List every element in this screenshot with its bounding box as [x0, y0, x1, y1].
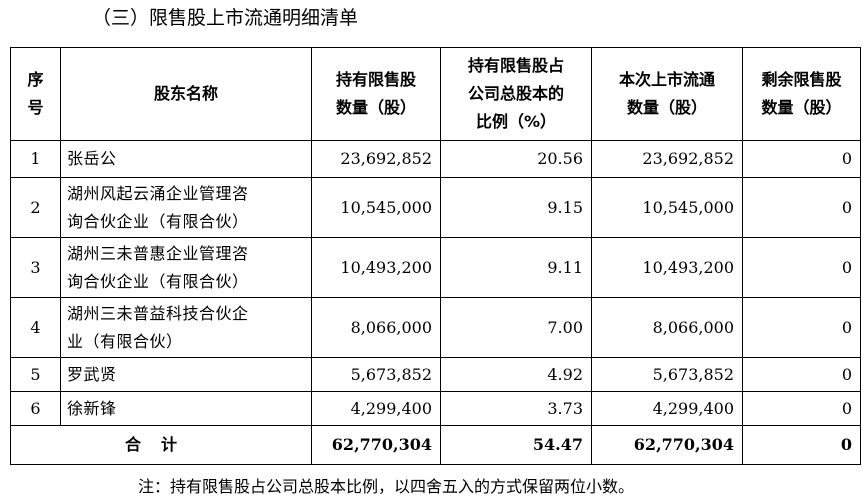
row-held-shares: 4,299,400	[311, 391, 441, 426]
header-seq: 序 号	[10, 47, 61, 141]
header-ratio: 持有限售股占 公司总股本的 比例（%）	[440, 47, 592, 141]
table-header-row: 序 号 股东名称 持有限售股 数量（股） 持有限售股占 公司总股本的 比例（%）…	[10, 47, 861, 141]
table-total-row: 合计 62,770,304 54.47 62,770,304 0	[10, 425, 861, 465]
header-remaining-shares: 剩余限售股 数量（股）	[742, 47, 861, 141]
total-listed-shares: 62,770,304	[591, 425, 743, 465]
row-remaining-shares: 0	[742, 297, 861, 358]
row-held-shares: 10,545,000	[311, 177, 441, 238]
row-shareholder-name: 张岳公	[60, 140, 312, 178]
row-shareholder-name: 湖州风起云涌企业管理咨 询合伙企业（有限合伙）	[60, 177, 312, 238]
row-ratio: 9.11	[440, 237, 592, 298]
total-held-shares: 62,770,304	[311, 425, 441, 465]
row-ratio: 4.92	[440, 357, 592, 392]
row-ratio: 9.15	[440, 177, 592, 238]
table-row: 6 徐新锋 4,299,400 3.73 4,299,400 0	[10, 391, 861, 426]
row-ratio: 3.73	[440, 391, 592, 426]
total-label: 合计	[10, 425, 312, 465]
row-seq: 2	[10, 177, 61, 238]
row-seq: 4	[10, 297, 61, 358]
row-shareholder-name: 湖州三未普惠企业管理咨 询合伙企业（有限合伙）	[60, 237, 312, 298]
row-listed-shares: 5,673,852	[591, 357, 743, 392]
footnote: 注：持有限售股占公司总股本比例，以四舍五入的方式保留两位小数。	[138, 477, 635, 496]
section-heading: （三）限售股上市流通明细清单	[92, 7, 359, 29]
table-row: 1 张岳公 23,692,852 20.56 23,692,852 0	[10, 140, 861, 178]
row-held-shares: 5,673,852	[311, 357, 441, 392]
row-ratio: 20.56	[440, 140, 592, 178]
row-remaining-shares: 0	[742, 237, 861, 298]
row-ratio: 7.00	[440, 297, 592, 358]
row-remaining-shares: 0	[742, 140, 861, 178]
row-seq: 3	[10, 237, 61, 298]
table-row: 5 罗武贤 5,673,852 4.92 5,673,852 0	[10, 357, 861, 392]
row-seq: 6	[10, 391, 61, 426]
total-ratio: 54.47	[440, 425, 592, 465]
row-listed-shares: 8,066,000	[591, 297, 743, 358]
row-remaining-shares: 0	[742, 391, 861, 426]
row-listed-shares: 10,545,000	[591, 177, 743, 238]
row-shareholder-name: 湖州三未普益科技合伙企 业（有限合伙）	[60, 297, 312, 358]
row-listed-shares: 4,299,400	[591, 391, 743, 426]
row-listed-shares: 23,692,852	[591, 140, 743, 178]
row-held-shares: 10,493,200	[311, 237, 441, 298]
restricted-shares-table: 序 号 股东名称 持有限售股 数量（股） 持有限售股占 公司总股本的 比例（%）…	[10, 47, 861, 465]
table-row: 4 湖州三未普益科技合伙企 业（有限合伙） 8,066,000 7.00 8,0…	[10, 297, 861, 358]
row-remaining-shares: 0	[742, 177, 861, 238]
row-held-shares: 23,692,852	[311, 140, 441, 178]
table-row: 2 湖州风起云涌企业管理咨 询合伙企业（有限合伙） 10,545,000 9.1…	[10, 177, 861, 238]
row-listed-shares: 10,493,200	[591, 237, 743, 298]
header-held-shares: 持有限售股 数量（股）	[311, 47, 441, 141]
table-row: 3 湖州三未普惠企业管理咨 询合伙企业（有限合伙） 10,493,200 9.1…	[10, 237, 861, 298]
row-seq: 5	[10, 357, 61, 392]
row-shareholder-name: 罗武贤	[60, 357, 312, 392]
row-remaining-shares: 0	[742, 357, 861, 392]
row-seq: 1	[10, 140, 61, 178]
row-held-shares: 8,066,000	[311, 297, 441, 358]
header-listed-shares: 本次上市流通 数量（股）	[591, 47, 743, 141]
total-remaining-shares: 0	[742, 425, 861, 465]
header-shareholder-name: 股东名称	[60, 47, 312, 141]
row-shareholder-name: 徐新锋	[60, 391, 312, 426]
